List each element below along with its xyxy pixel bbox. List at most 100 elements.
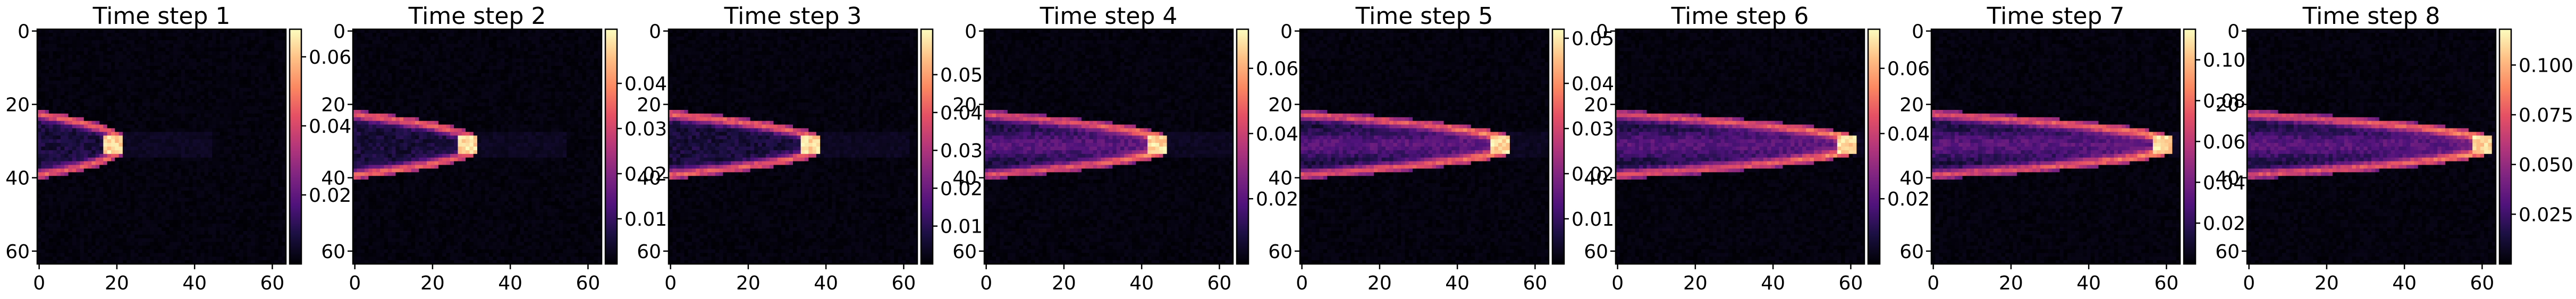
heatmap-cell	[103, 128, 107, 132]
heatmap-cell	[251, 117, 255, 122]
heatmap-cell	[407, 48, 411, 52]
heatmap-cell	[49, 117, 53, 122]
heatmap-cell	[111, 128, 115, 132]
heatmap-cell	[224, 95, 228, 99]
heatmap-cell	[88, 81, 92, 85]
heatmap-cell	[243, 147, 248, 151]
heatmap-cell	[235, 143, 240, 147]
heatmap-cell	[407, 40, 411, 45]
heatmap-cell	[134, 235, 139, 239]
heatmap-cell	[509, 48, 513, 52]
heatmap-cell	[138, 209, 142, 213]
heatmap-cell	[274, 128, 278, 132]
heatmap-cell	[80, 51, 84, 55]
heatmap-cell	[512, 51, 517, 55]
heatmap-cell	[266, 227, 271, 232]
heatmap-cell	[177, 48, 181, 52]
y-tick-label: 60	[5, 241, 30, 263]
heatmap-cell	[61, 44, 65, 48]
heatmap-cell	[41, 37, 45, 41]
heatmap-cell	[368, 48, 373, 52]
heatmap-cell	[154, 231, 158, 235]
heatmap-cell	[224, 165, 228, 169]
heatmap-cell	[173, 135, 178, 140]
heatmap-cell	[224, 66, 228, 70]
heatmap-cell	[99, 187, 104, 191]
heatmap-cell	[547, 51, 552, 55]
heatmap-cell	[69, 66, 73, 70]
heatmap-cell	[251, 33, 255, 37]
heatmap-cell	[170, 117, 174, 122]
heatmap-cell	[72, 102, 77, 107]
heatmap-cell	[524, 44, 528, 48]
heatmap-cell	[539, 51, 544, 55]
heatmap-cell	[251, 102, 255, 107]
heatmap-cell	[235, 198, 240, 202]
heatmap-cell	[170, 253, 174, 257]
heatmap-cell	[239, 33, 243, 37]
heatmap-cell	[212, 158, 216, 162]
heatmap-cell	[173, 168, 178, 173]
heatmap-cell	[165, 202, 170, 206]
heatmap-cell	[57, 95, 61, 99]
heatmap-cell	[146, 238, 150, 243]
heatmap-cell	[224, 220, 228, 224]
heatmap-cell	[158, 176, 162, 180]
heatmap-cell	[84, 147, 88, 151]
heatmap-cell	[138, 198, 142, 202]
heatmap-cell	[543, 51, 547, 55]
heatmap-cell	[96, 81, 100, 85]
heatmap-cell	[53, 84, 57, 89]
heatmap-cell	[173, 121, 178, 125]
heatmap-cell	[266, 224, 271, 228]
heatmap-cell	[146, 249, 150, 253]
heatmap-cell	[520, 37, 524, 41]
heatmap-cell	[103, 206, 107, 210]
heatmap-cell	[278, 88, 282, 92]
heatmap-cell	[131, 73, 135, 78]
heatmap-cell	[224, 55, 228, 59]
heatmap-cell	[138, 206, 142, 210]
heatmap-cell	[243, 125, 248, 129]
heatmap-cell	[263, 158, 267, 162]
heatmap-cell	[528, 33, 532, 37]
heatmap-cell	[278, 238, 282, 243]
heatmap-cell	[586, 62, 590, 66]
heatmap-cell	[165, 73, 170, 78]
heatmap-cell	[45, 220, 49, 224]
heatmap-cell	[69, 176, 73, 180]
heatmap-cell	[123, 40, 127, 45]
heatmap-cell	[193, 227, 197, 232]
heatmap-cell	[146, 44, 150, 48]
heatmap-cell	[266, 62, 271, 66]
heatmap-cell	[415, 33, 419, 37]
heatmap-cell	[131, 187, 135, 191]
heatmap-cell	[41, 110, 45, 114]
heatmap-cell	[415, 70, 419, 74]
heatmap-cell	[259, 227, 263, 232]
heatmap-cell	[119, 44, 123, 48]
heatmap-cell	[162, 191, 166, 195]
heatmap-cell	[278, 143, 282, 147]
heatmap-cell	[512, 58, 517, 63]
heatmap-cell	[415, 73, 419, 78]
heatmap-cell	[165, 161, 170, 166]
heatmap-cell	[142, 117, 146, 122]
heatmap-cell	[76, 33, 80, 37]
heatmap-cell	[76, 143, 80, 147]
heatmap-cell	[49, 231, 53, 235]
heatmap-cell	[162, 55, 166, 59]
heatmap-cell	[76, 224, 80, 228]
heatmap-cell	[103, 161, 107, 166]
heatmap-cell	[278, 95, 282, 99]
heatmap-cell	[61, 91, 65, 96]
heatmap-cell	[251, 176, 255, 180]
heatmap-cell	[197, 180, 201, 184]
heatmap-cell	[520, 48, 524, 52]
heatmap-cell	[131, 128, 135, 132]
heatmap-cell	[528, 40, 532, 45]
heatmap-cell	[88, 132, 92, 136]
heatmap-cell	[193, 206, 197, 210]
heatmap-cell	[271, 147, 275, 151]
heatmap-cell	[49, 55, 53, 59]
